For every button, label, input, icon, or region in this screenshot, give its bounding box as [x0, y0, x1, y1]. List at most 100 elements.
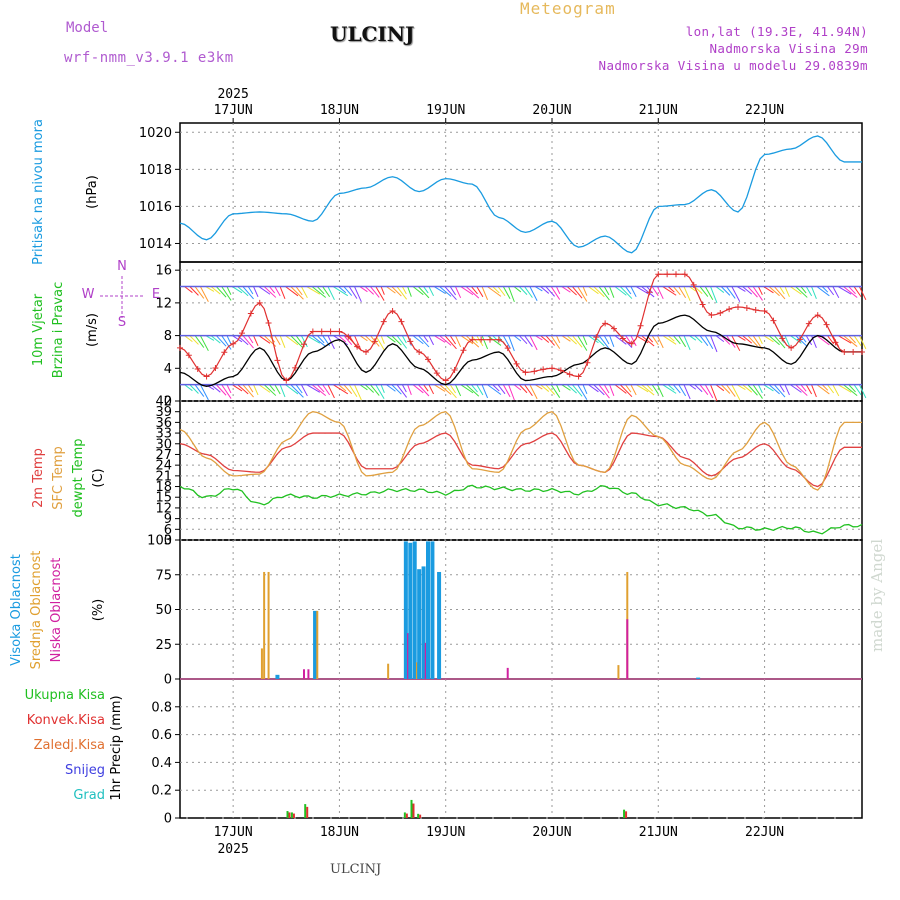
cloud-bar-high	[421, 566, 426, 679]
wind-barb	[789, 384, 802, 393]
wind-barb	[832, 286, 840, 299]
wind-barb	[614, 335, 627, 345]
wind-barb	[322, 286, 331, 298]
wind-barb	[210, 335, 221, 344]
coordinates: lon,lat (19.3E, 41.94N)	[685, 24, 868, 39]
cloud-y-tick: 0	[164, 673, 172, 688]
wind-barb	[603, 286, 610, 296]
wind-barb	[625, 335, 632, 344]
cloud-bar-mid	[263, 571, 266, 679]
wind-gust-marker	[814, 312, 821, 319]
wind-gust-marker	[212, 364, 219, 371]
wind-barb	[380, 335, 385, 344]
wind-barb	[646, 384, 654, 392]
label-cloud-low: Niska Oblacnost	[49, 558, 64, 663]
cloud-bar-mid	[617, 665, 620, 679]
wind-gust-marker	[602, 320, 609, 327]
wind-barb	[247, 384, 254, 393]
wind-barb	[226, 335, 232, 345]
cloud-y-tick: 100	[147, 534, 172, 549]
wind-barb	[529, 335, 538, 351]
wind-barb	[412, 384, 424, 394]
wind-barb	[800, 384, 807, 392]
wind-gust-marker	[637, 322, 644, 329]
wind-barb	[832, 384, 840, 397]
precip-y-tick: 0	[164, 812, 172, 827]
wind-barb	[253, 286, 259, 297]
wind-y-tick: 16	[155, 264, 172, 279]
wind-barb	[316, 335, 325, 344]
wind-barb	[311, 335, 327, 347]
wind-barb	[795, 286, 808, 298]
wind-barb	[699, 384, 709, 396]
precip-bar-convective	[412, 803, 415, 818]
wind-barb	[694, 384, 703, 393]
wind-barb	[428, 335, 434, 346]
wind-barb	[481, 384, 489, 399]
precip-legend-item: Grad	[73, 788, 105, 803]
wind-barb	[715, 335, 725, 343]
wind-barb	[184, 335, 193, 343]
wind-gust-marker	[194, 366, 201, 373]
wind-gust-marker	[575, 373, 582, 380]
precip-bar-total	[623, 809, 626, 818]
wind-barb	[497, 286, 506, 297]
label-pressure: Pritisak na nivou mora	[31, 119, 46, 265]
wind-barb	[678, 335, 687, 348]
wind-barb	[221, 384, 232, 399]
wind-barb	[816, 286, 830, 297]
precip-bar-convective	[306, 806, 309, 818]
wind-barb	[858, 384, 867, 399]
wind-barb	[370, 286, 380, 298]
wind-barb	[704, 335, 714, 350]
model-label: Model	[66, 20, 109, 36]
precip-bar-convective	[292, 813, 295, 818]
cloud-bar-low	[424, 642, 427, 679]
wind-barb	[184, 286, 193, 293]
wind-barb	[221, 286, 232, 301]
wind-gust-marker	[823, 321, 830, 328]
wind-barb	[731, 286, 741, 302]
wind-barb	[226, 286, 232, 296]
wind-gust-marker	[841, 348, 848, 355]
wind-barb	[476, 286, 484, 298]
panel-frame-precip	[179, 678, 863, 819]
wind-gust-marker	[425, 356, 431, 363]
wind-barb	[641, 384, 655, 396]
wind-barb	[742, 286, 753, 295]
station-title: ULCINJ	[330, 22, 415, 46]
wind-barb	[683, 335, 691, 351]
wind-barb	[359, 286, 368, 293]
compass-N: N	[117, 259, 127, 274]
wind-barb	[300, 286, 308, 299]
wind-gust-marker	[309, 328, 316, 335]
wind-barb	[800, 286, 807, 294]
wind-barb	[471, 286, 478, 295]
wind-barb	[593, 384, 605, 396]
wind-barb	[285, 286, 299, 297]
wind-barb	[540, 286, 550, 294]
wind-barb	[641, 286, 655, 298]
wind-barb	[231, 335, 243, 343]
wind-barb	[290, 384, 304, 398]
wind-barb	[837, 335, 852, 344]
wind-barb	[699, 335, 709, 346]
wind-gust-marker	[779, 335, 786, 342]
wind-barb	[524, 384, 533, 397]
pressure-y-tick: 1020	[139, 126, 172, 141]
wind-speed-line	[179, 314, 862, 387]
wind-barb	[811, 335, 817, 349]
footer-station: ULCINJ	[330, 862, 382, 877]
wind-barb	[635, 286, 649, 295]
wind-barb	[508, 286, 515, 303]
x-tick-top: 20JUN	[532, 103, 571, 118]
wind-barb	[821, 384, 829, 391]
wind-barb	[853, 384, 862, 396]
wind-barb	[550, 286, 561, 300]
cloud-bar-high	[426, 541, 430, 679]
wind-barb	[396, 335, 408, 349]
wind-barb	[582, 335, 588, 345]
wind-barb	[455, 335, 462, 348]
wind-gust-marker	[433, 370, 440, 377]
